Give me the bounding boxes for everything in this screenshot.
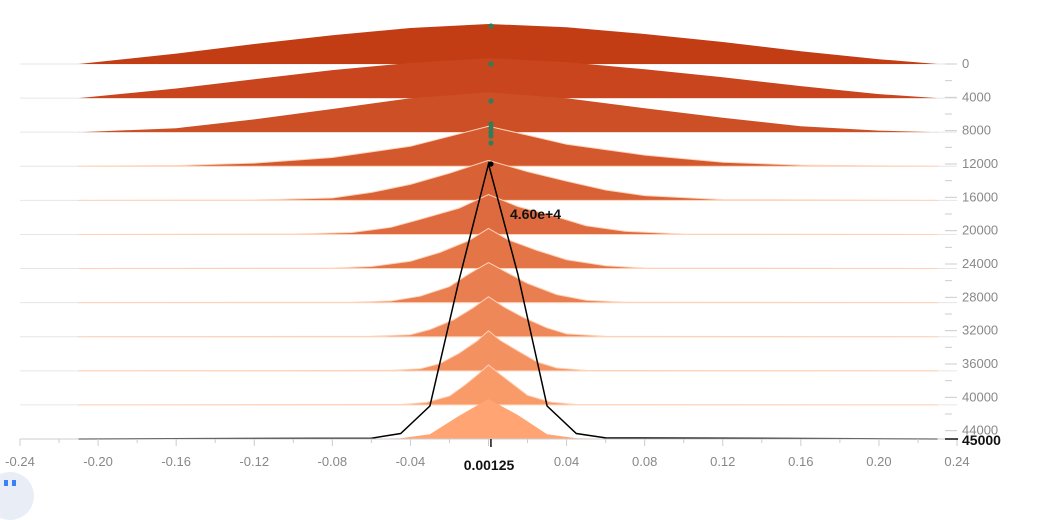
y-tick-label: 4000 (962, 89, 991, 104)
ridge-area (78, 296, 938, 338)
y-tick-label: 32000 (962, 323, 998, 338)
y-tick-label: 40000 (962, 389, 998, 404)
hover-value-label: 4.60e+4 (510, 206, 561, 222)
y-tick-label: 0 (962, 56, 969, 71)
hover-x-label: 0.00125 (464, 457, 515, 473)
ridge-area (78, 58, 938, 99)
peak-dot (488, 98, 494, 104)
x-tick-label: -0.08 (318, 454, 348, 469)
ridgeline-chart: -0.24 -0.20 -0.16 -0.12 -0.08 -0.04 0.04 0.08 0.… (5, 23, 1001, 473)
x-tick-label: -0.20 (83, 454, 113, 469)
ridge-area (78, 92, 938, 133)
x-tick-label: 0.12 (710, 454, 735, 469)
hover-peak-dot (488, 161, 494, 167)
peak-dot (488, 129, 494, 135)
ridge-area (78, 399, 938, 439)
ridge-area (78, 364, 938, 406)
y-tick-label: 12000 (962, 156, 998, 171)
peak-dot (488, 23, 494, 29)
ridge-areas (78, 24, 938, 439)
x-tick-label: 0.24 (944, 454, 969, 469)
y-tick-label: 24000 (962, 256, 998, 271)
y-axis: 0 4000 8000 12000 16000 20000 24000 28000 32000 3… (945, 56, 998, 440)
y-tick-label: 36000 (962, 356, 998, 371)
x-tick-label: 0.04 (554, 454, 579, 469)
hover-step-label: 45000 (962, 432, 1001, 448)
x-tick-label: -0.04 (396, 454, 426, 469)
x-tick-label: -0.16 (161, 454, 191, 469)
peak-dot (488, 140, 494, 146)
ridge-area (78, 159, 938, 201)
ridge-area (78, 227, 938, 270)
ridge-area (78, 330, 938, 372)
x-axis: -0.24 -0.20 -0.16 -0.12 -0.08 -0.04 0.04 0.08 0.… (5, 438, 970, 469)
x-tick-label: 0.16 (788, 454, 813, 469)
y-tick-label: 8000 (962, 123, 991, 138)
ridge-area (78, 24, 938, 64)
x-tick-label: 0.20 (866, 454, 891, 469)
y-tick-label: 28000 (962, 289, 998, 304)
x-tick-label: -0.24 (5, 454, 35, 469)
peak-dot (488, 121, 494, 127)
ridge-area (78, 193, 938, 236)
peak-dots (488, 23, 494, 167)
peak-dot (488, 61, 494, 67)
ridge-area (78, 262, 938, 304)
x-tick-label: 0.08 (632, 454, 657, 469)
ridge-area (78, 125, 938, 167)
y-tick-label: 20000 (962, 223, 998, 238)
y-tick-label: 44000 (962, 423, 998, 438)
peak-dot (488, 133, 494, 139)
y-tick-label: 16000 (962, 189, 998, 204)
peak-dot (488, 125, 494, 131)
x-tick-label: -0.12 (239, 454, 269, 469)
